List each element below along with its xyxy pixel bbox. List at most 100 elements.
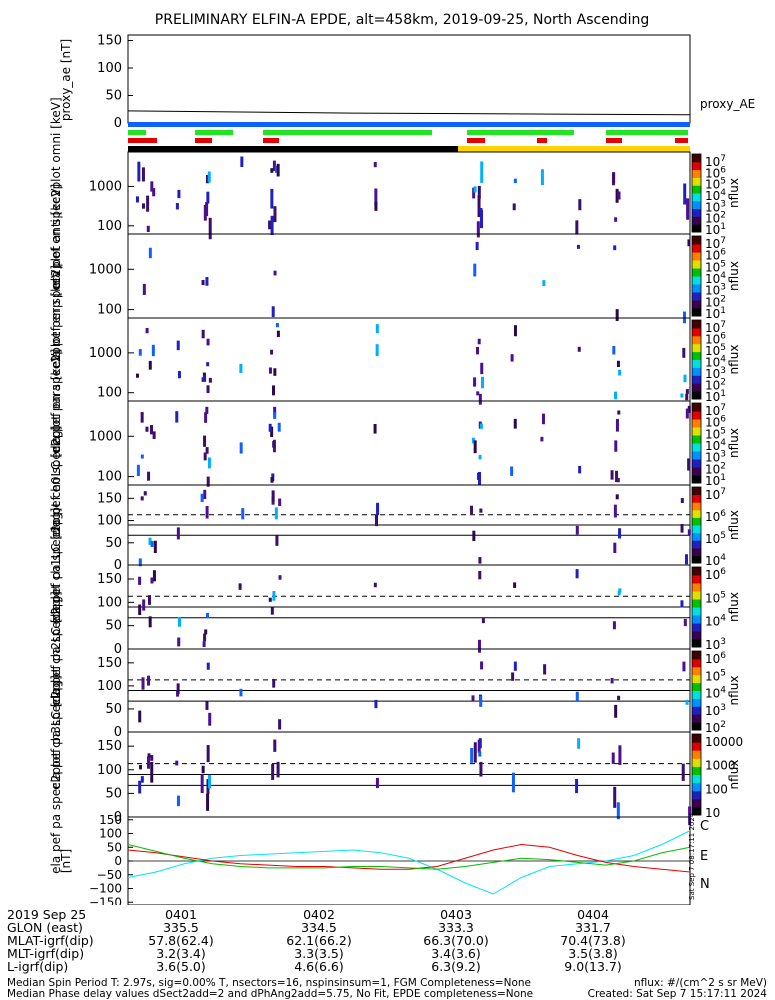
colorbar-segment (692, 308, 701, 317)
spectrogram-pixel (618, 745, 622, 765)
spectrogram-pixel (143, 491, 147, 496)
spectrogram-pixel (470, 747, 474, 763)
spectrogram-pixel (686, 198, 690, 220)
colorbar-segment (692, 383, 701, 392)
spectrogram-pixel (206, 612, 210, 619)
legend-C: C (700, 819, 709, 834)
colorbar-label: nflux (727, 510, 741, 540)
spectrogram-pixel (201, 765, 205, 774)
mag-line-N (127, 844, 691, 870)
spectrogram-pixel (513, 178, 517, 184)
spectrogram-pixel (612, 621, 616, 630)
spectrogram-pixel (479, 761, 483, 777)
y-tick-label: 50 (105, 536, 122, 551)
y-axis-label: proxy_ae [nT] (59, 39, 73, 121)
colorbar-segment (692, 674, 701, 684)
spectrogram-pixel (610, 677, 614, 684)
spectrogram-pixel (687, 239, 691, 247)
colorbar-tick-label: 105 (705, 590, 726, 605)
colorbar-frame (691, 733, 702, 816)
mag-line-E (127, 843, 691, 873)
spectrogram-pixel (613, 504, 617, 518)
colorbar-segment (692, 567, 701, 576)
spectrogram-pixel (138, 780, 142, 794)
colorbar-tick-label: 106 (705, 651, 726, 666)
colorbar-segment (692, 806, 701, 816)
spectrogram-pixel (205, 406, 209, 414)
colorbar-tick-label: 103 (705, 366, 726, 381)
colorbar-tick-label: 103 (705, 199, 726, 214)
colorbar-segment (692, 260, 701, 269)
spectrogram-pixel (375, 777, 379, 789)
spectrogram-pixel (240, 156, 244, 167)
spectrogram-pixel (138, 349, 142, 356)
spectrogram-pixel (477, 338, 481, 345)
spectrogram-pixel (272, 160, 276, 172)
colorbar-segment (692, 682, 701, 691)
spectrogram-pixel (473, 377, 477, 387)
colorbar-tick-label: 102 (705, 720, 726, 735)
spectrogram-pixel (476, 391, 480, 396)
spectrogram-pixel (176, 340, 180, 351)
spectrogram-pixel (617, 410, 621, 415)
colorbar-segment (692, 487, 701, 496)
mag-line-C (127, 830, 691, 895)
spectrogram-pixel (513, 325, 517, 337)
elfin-summary-plot: PRELIMINARY ELFIN-A EPDE, alt=458km, 201… (49, 12, 755, 905)
colorbar-tick-label: 107 (705, 320, 726, 335)
spectrogram-pixel (685, 554, 689, 565)
spectrogram-pixel (575, 525, 579, 535)
spectrogram-pixel (150, 181, 154, 192)
colorbar-segment (692, 475, 701, 484)
spectrogram-pixel (147, 675, 151, 686)
spectrogram-pixel (542, 280, 546, 287)
spectrogram-pixel (271, 306, 275, 318)
spectrogram-pixel (575, 778, 579, 794)
legend-N: N (700, 877, 710, 892)
spectrogram-pixel (614, 217, 618, 222)
spectrogram-pixel (478, 454, 482, 460)
spectrogram-pixel (473, 742, 477, 763)
glon-value: 333.3 (438, 920, 474, 935)
colorbar-label: nflux (727, 261, 741, 291)
colorbar-segment (692, 276, 701, 285)
spectrogram-pixel (275, 535, 279, 546)
spectrogram-pixel (202, 641, 206, 647)
y-tick-label: 1000 (89, 346, 122, 361)
spectrogram-pixel (147, 471, 151, 481)
colorbar-tick-label: 104 (705, 686, 726, 701)
spectrogram-pixel (375, 514, 379, 527)
proxy-ae-frame (127, 34, 691, 124)
time-tick-0403: 0403 (440, 907, 472, 922)
l-shell-value: 9.0(13.7) (564, 959, 622, 974)
colorbar-segment (692, 517, 701, 526)
spectrogram-pixel (270, 607, 274, 615)
spectrogram-pixel (206, 362, 210, 367)
spectrogram-frame-en (127, 151, 691, 235)
colorbar-tick-label: 101 (705, 473, 726, 488)
spectrogram-pixel (575, 569, 579, 579)
spectrogram-pixel (510, 466, 514, 476)
colorbar-segment (692, 320, 701, 329)
colorbar-segment (692, 583, 701, 592)
spectrogram-pixel (480, 362, 484, 375)
status-bar-red (195, 138, 212, 143)
footer-units: nflux: #/(cm^2 s sr MeV) (634, 977, 767, 989)
spectrogram-pixel (613, 245, 617, 251)
spectrogram-pixel (268, 220, 272, 230)
spectrogram-pixel (205, 506, 209, 519)
y-tick-label: −150 (89, 895, 122, 905)
colorbar-segment (692, 292, 701, 301)
spectrogram-pixel (203, 435, 207, 447)
y-tick-label: 1000 (89, 429, 122, 444)
spectrogram-pixel (616, 360, 620, 368)
colorbar-tick-label: 103 (705, 637, 726, 652)
spectrogram-pixel (618, 369, 622, 376)
y-tick-label: 1000 (89, 179, 122, 194)
colorbar-tick-label: 10 (705, 806, 720, 820)
spectrogram-pixel (207, 457, 211, 469)
spectrogram-pixel (275, 165, 279, 173)
spectrogram-pixel (577, 346, 581, 352)
spectrogram-pixel (205, 202, 209, 217)
spectrogram-pixel (513, 418, 517, 429)
